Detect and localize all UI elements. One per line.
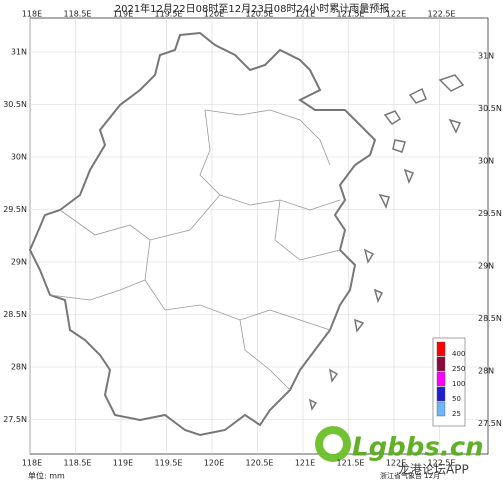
lat-label: 31N <box>478 52 494 61</box>
legend: 400 250 100 50 25 <box>432 337 465 427</box>
lon-label: 118.5E <box>64 459 92 468</box>
watermark: Lgbbs.cn 龙港论坛APP <box>315 426 484 477</box>
lat-label: 28.5N <box>478 314 502 323</box>
lat-label: 30.5N <box>478 104 502 113</box>
lat-label: 29N <box>11 258 27 267</box>
legend-swatch <box>436 341 446 357</box>
legend-label: 250 <box>452 365 465 373</box>
lon-label: 118E <box>22 459 42 468</box>
legend-label: 100 <box>452 380 465 388</box>
map-title: 2021年12月22日08时至12月23日08时24小时累计雨量预报 <box>115 2 390 15</box>
legend-label: 50 <box>452 395 461 403</box>
province-outline <box>28 31 377 437</box>
islands <box>308 74 465 411</box>
lat-label: 28N <box>478 367 494 376</box>
footer: 浙江省气象台 12月 <box>380 471 440 480</box>
legend-swatch <box>436 356 446 372</box>
lat-label: 30N <box>478 157 494 166</box>
lon-label: 121.5E <box>337 459 365 468</box>
legend-label: 400 <box>452 350 465 358</box>
lon-label: 119E <box>113 10 133 19</box>
lat-label: 30.5N <box>3 100 27 109</box>
graticule <box>29 18 488 454</box>
lat-label: 27.5N <box>3 415 27 424</box>
lon-label: 118.5E <box>64 10 92 19</box>
legend-label: 25 <box>452 410 461 418</box>
legend-swatch <box>436 386 446 402</box>
lon-label: 122.5E <box>428 10 456 19</box>
lat-label: 30N <box>11 153 27 162</box>
lon-label: 122.5E <box>428 459 456 468</box>
lon-label: 120E <box>204 10 224 19</box>
unit-label: 单位: mm <box>28 471 65 481</box>
lat-label: 28.5N <box>3 310 27 319</box>
legend-swatch <box>436 401 446 417</box>
lon-label: 122E <box>386 10 406 19</box>
lon-label: 120.5E <box>246 10 274 19</box>
lon-label: 119E <box>113 459 133 468</box>
lon-label: 122E <box>386 459 406 468</box>
lat-label: 29.5N <box>3 205 27 214</box>
watermark-app: 龙港论坛APP <box>398 463 469 477</box>
lat-label: 31N <box>11 48 27 57</box>
lon-label: 119.5E <box>155 10 183 19</box>
lat-label: 29.5N <box>478 209 502 218</box>
lat-label: 28N <box>11 363 27 372</box>
lon-label: 120E <box>204 459 224 468</box>
legend-swatch <box>436 371 446 387</box>
watermark-brand: Lgbbs.cn <box>352 433 484 463</box>
lon-label: 121.5E <box>337 10 365 19</box>
city-boundaries <box>49 109 341 391</box>
lon-label: 121E <box>295 459 315 468</box>
lon-label: 120.5E <box>246 459 274 468</box>
lon-label: 121E <box>295 10 315 19</box>
lon-label: 118E <box>22 10 42 19</box>
lon-label: 119.5E <box>155 459 183 468</box>
lat-label: 29N <box>478 262 494 271</box>
lat-label: 27.5N <box>478 419 502 428</box>
map-frame <box>29 17 489 455</box>
watermark-logo-inner <box>323 434 343 454</box>
